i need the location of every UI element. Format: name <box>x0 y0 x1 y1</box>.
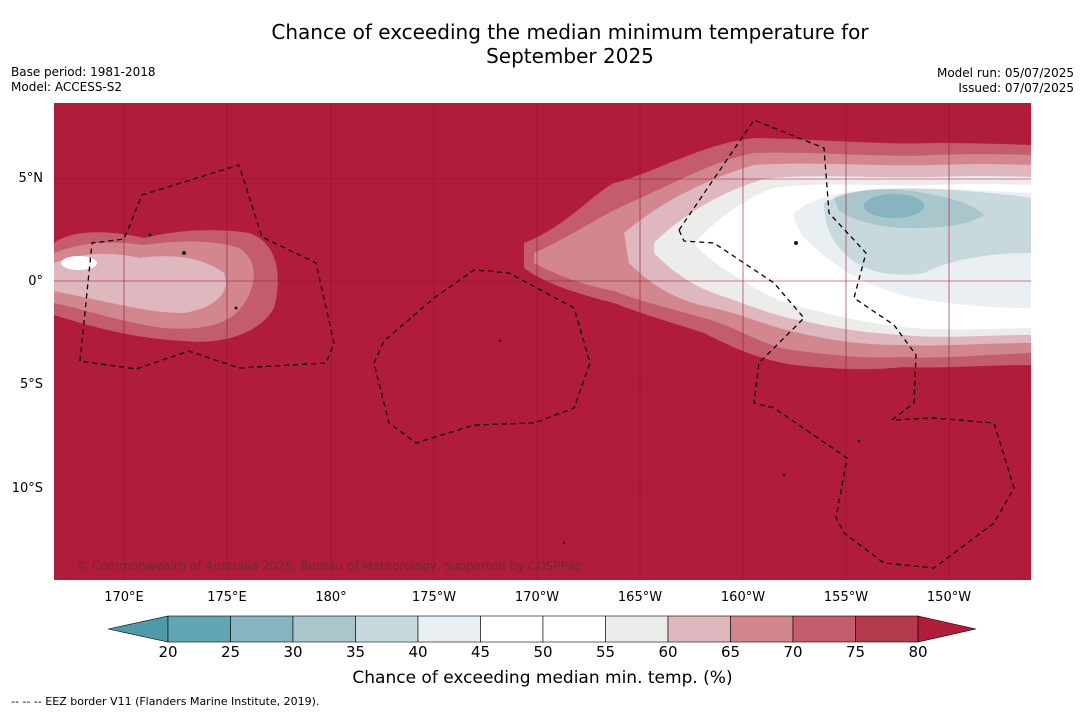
eez-legend-note: -- -- -- EEZ border V11 (Flanders Marine… <box>11 695 320 708</box>
lon-label-170e: 170°E <box>104 590 144 605</box>
lon-label-175e: 175°E <box>207 590 247 605</box>
colorbar-bin <box>855 615 919 643</box>
lon-label-160w: 160°W <box>720 590 766 605</box>
colorbar-tick-label: 70 <box>783 643 803 661</box>
colorbar-tick-label: 35 <box>345 643 366 661</box>
lon-label-170w: 170°W <box>514 590 560 605</box>
meta-right: Model run: 05/07/2025 Issued: 07/07/2025 <box>937 66 1074 96</box>
colorbar-tick-label: 75 <box>845 643 866 661</box>
map-svg <box>54 103 1031 580</box>
map-area[interactable] <box>54 103 1031 580</box>
model-name: Model: ACCESS-S2 <box>11 80 123 94</box>
lat-label-10s: 10°S <box>11 481 43 496</box>
colorbar-bin <box>792 615 856 643</box>
eez-west <box>79 164 335 370</box>
colorbar-tick-label: 40 <box>408 643 428 661</box>
lon-label-165w: 165°W <box>617 590 663 605</box>
colorbar-bin <box>730 615 794 643</box>
colorbar-tick-label: 25 <box>220 643 241 661</box>
colorbar-bin <box>605 615 669 643</box>
copyright-notice: © Commonwealth of Australia 2025, Bureau… <box>76 559 582 573</box>
colorbar-tick-label: 30 <box>283 643 303 661</box>
colorbar-bin <box>230 615 294 643</box>
lat-label-5s: 5°S <box>19 377 43 392</box>
colorbar-bin <box>480 615 544 643</box>
graticule <box>54 103 1031 580</box>
east-region-25 <box>864 194 924 218</box>
colorbar-tick-label: 55 <box>595 643 616 661</box>
colorbar-tick-label: 50 <box>533 643 553 661</box>
issued-date: Issued: 07/07/2025 <box>958 81 1074 95</box>
lat-label-0: 0° <box>28 274 43 289</box>
colorbar <box>108 615 977 643</box>
colorbar-bin <box>292 615 356 643</box>
lon-label-175w: 175°W <box>411 590 457 605</box>
eez-central <box>373 269 591 444</box>
colorbar-bin <box>667 615 731 643</box>
colorbar-tick-label: 65 <box>720 643 741 661</box>
west-region-white <box>61 256 97 270</box>
base-period: Base period: 1981-2018 <box>11 65 156 79</box>
lon-label-155w: 155°W <box>823 590 869 605</box>
colorbar-bin <box>167 615 231 643</box>
title-line-2: September 2025 <box>486 44 654 68</box>
lon-label-180: 180° <box>315 590 347 605</box>
colorbar-bin <box>542 615 606 643</box>
islands <box>148 233 861 545</box>
colorbar-tick-label: 45 <box>470 643 491 661</box>
colorbar-tick-label: 20 <box>158 643 178 661</box>
eez-east <box>678 119 1015 569</box>
colorbar-over-arrow <box>917 615 977 643</box>
lat-label-5n: 5°N <box>18 171 44 186</box>
meta-left: Base period: 1981-2018 Model: ACCESS-S2 <box>11 65 156 95</box>
colorbar-tick-label: 80 <box>908 643 928 661</box>
colorbar-tick-label: 60 <box>658 643 678 661</box>
colorbar-label: Chance of exceeding median min. temp. (%… <box>352 668 733 688</box>
lon-label-150w: 150°W <box>926 590 972 605</box>
map-title: Chance of exceeding the median minimum t… <box>0 20 1085 68</box>
title-line-1: Chance of exceeding the median minimum t… <box>271 20 869 44</box>
colorbar-bin <box>417 615 481 643</box>
west-region-65 <box>54 253 226 313</box>
colorbar-under-arrow <box>108 615 169 643</box>
model-run: Model run: 05/07/2025 <box>936 66 1074 80</box>
colorbar-bin <box>355 615 419 643</box>
eez-borders <box>79 119 1015 569</box>
